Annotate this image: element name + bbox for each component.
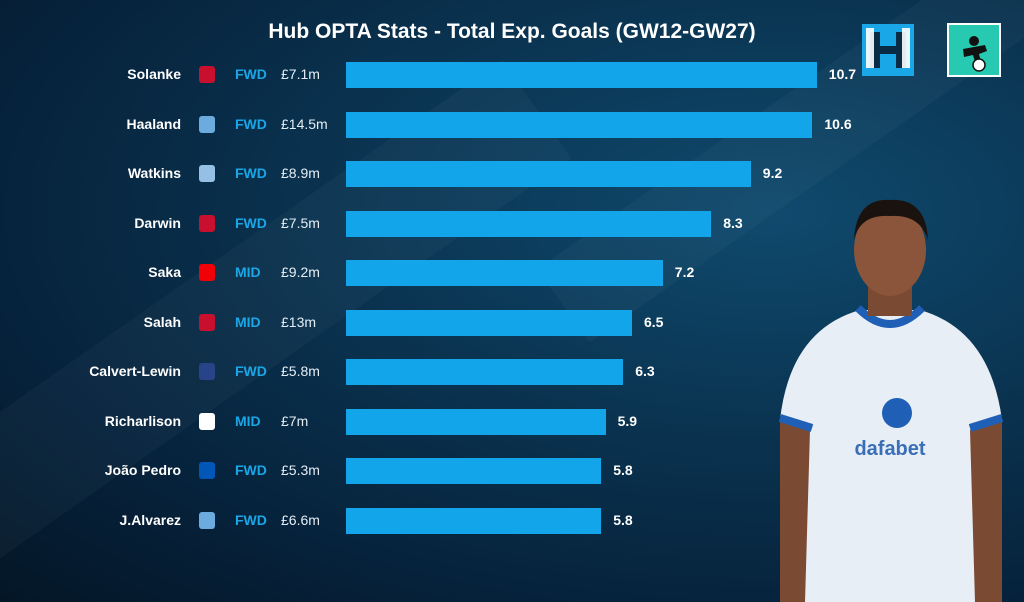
bar-row: Saka MID £9.2m 7.2 (0, 260, 1024, 286)
bar-row: Haaland FWD £14.5m 10.6 (0, 111, 1024, 138)
bar-row: João Pedro FWD £5.3m 5.8 (0, 458, 1024, 484)
price-label: £13m (281, 313, 317, 330)
position-label: MID (235, 412, 261, 429)
bar-row: Watkins FWD £8.9m 9.2 (0, 161, 1024, 187)
value-label: 10.7 (828, 66, 857, 82)
man-city-crest-icon (199, 511, 215, 529)
player-name: Solanke (127, 66, 181, 82)
position-label: MID (235, 264, 261, 280)
brighton-crest-icon (199, 462, 215, 479)
value-label: 6.5 (644, 313, 664, 330)
price-label: £7.5m (281, 214, 320, 231)
player-name: Calvert-Lewin (89, 363, 181, 379)
bar-row: Solanke FWD £7.1m 10.7 (0, 62, 1024, 88)
player-name: Haaland (126, 115, 181, 132)
position-label: FWD (235, 462, 267, 478)
aston-villa-crest-icon (199, 165, 215, 182)
player-name: Saka (148, 264, 181, 280)
player-name: Watkins (127, 165, 181, 181)
bar (346, 210, 712, 237)
liverpool-crest-icon (199, 313, 215, 331)
hub-logo (862, 24, 914, 76)
price-label: £9.2m (281, 264, 320, 280)
bar-row: Richarlison MID £7m 5.9 (0, 408, 1024, 435)
bar-row: Darwin FWD £7.5m 8.3 (0, 210, 1024, 237)
position-label: FWD (235, 511, 267, 528)
player-name: Richarlison (104, 412, 181, 429)
value-label: 7.2 (674, 264, 695, 280)
value-label: 8.3 (723, 214, 743, 231)
bar (346, 260, 663, 286)
price-label: £6.6m (281, 511, 320, 528)
position-label: MID (235, 313, 261, 330)
arsenal-crest-icon (199, 264, 215, 281)
chart-title: Hub OPTA Stats - Total Exp. Goals (GW12-… (268, 20, 756, 43)
bar-row: J.Alvarez FWD £6.6m 5.8 (0, 507, 1024, 534)
price-label: £5.3m (281, 462, 320, 478)
value-label: 5.9 (617, 412, 638, 429)
bar (346, 408, 606, 435)
position-label: FWD (235, 363, 267, 379)
svg-text:dafabet: dafabet (854, 438, 925, 460)
bar (346, 458, 602, 484)
bar (346, 507, 602, 534)
price-label: £7m (281, 412, 309, 429)
price-label: £8.9m (281, 165, 320, 181)
player-photo: dafabet (778, 199, 1004, 602)
bournemouth-crest-icon (199, 66, 215, 83)
bar (346, 62, 817, 88)
position-label: FWD (235, 115, 267, 132)
position-label: FWD (235, 165, 267, 181)
value-label: 5.8 (613, 462, 633, 478)
price-label: £5.8m (281, 363, 320, 379)
bar-row: Calvert-Lewin FWD £5.8m 6.3 (0, 359, 1024, 385)
fan-logo (947, 23, 1001, 77)
bar (346, 161, 751, 187)
bar (346, 359, 624, 385)
liverpool-crest-icon (199, 214, 215, 232)
bar (346, 111, 813, 138)
player-name: João Pedro (104, 462, 181, 478)
value-label: 10.6 (824, 115, 852, 132)
everton-crest-icon (199, 363, 215, 380)
bar (346, 309, 632, 336)
position-label: FWD (235, 66, 267, 82)
man-city-crest-icon (199, 115, 215, 133)
price-label: £7.1m (281, 66, 320, 82)
player-name: Salah (143, 313, 181, 330)
price-label: £14.5m (281, 115, 328, 132)
position-label: FWD (235, 214, 267, 231)
tottenham-crest-icon (199, 412, 215, 430)
value-label: 9.2 (762, 165, 783, 181)
bar-row: Salah MID £13m 6.5 (0, 309, 1024, 336)
player-name: Darwin (134, 214, 181, 231)
value-label: 5.8 (613, 511, 633, 528)
player-name: J.Alvarez (119, 511, 181, 528)
value-label: 6.3 (635, 363, 655, 379)
